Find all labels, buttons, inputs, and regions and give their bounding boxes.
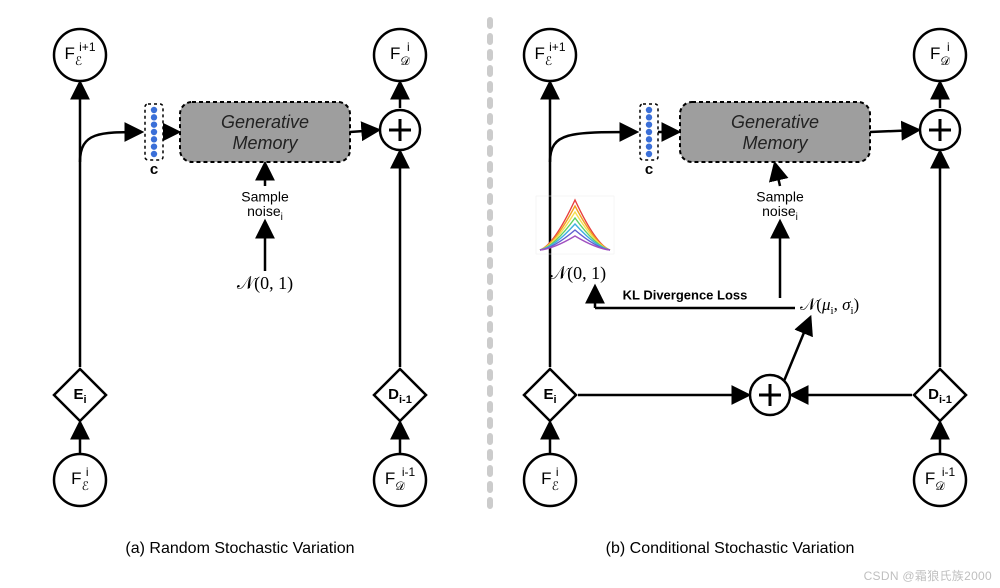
- svg-text:Memory: Memory: [232, 133, 298, 153]
- svg-text:Generative: Generative: [221, 112, 309, 132]
- caption-b: (b) Conditional Stochastic Variation: [530, 540, 930, 558]
- svg-text:𝒩(0, 1): 𝒩(0, 1): [550, 263, 606, 284]
- svg-text:𝒩(μi, σi): 𝒩(μi, σi): [800, 295, 859, 317]
- svg-text:KL Divergence Loss: KL Divergence Loss: [623, 287, 748, 302]
- svg-text:𝒩(0, 1): 𝒩(0, 1): [237, 273, 293, 294]
- svg-text:noisei: noisei: [247, 203, 283, 223]
- diagram-svg: Fℰi+1F𝒟iFℰiF𝒟i-1EiDi-1GenerativeMemorycS…: [0, 0, 1000, 588]
- svg-text:Memory: Memory: [742, 133, 808, 153]
- svg-text:Generative: Generative: [731, 112, 819, 132]
- watermark: CSDN @霜狼氏族2000: [864, 567, 992, 584]
- svg-text:c: c: [150, 161, 158, 178]
- caption-a: (a) Random Stochastic Variation: [40, 540, 440, 558]
- svg-text:noisei: noisei: [762, 203, 798, 223]
- svg-text:c: c: [645, 161, 653, 178]
